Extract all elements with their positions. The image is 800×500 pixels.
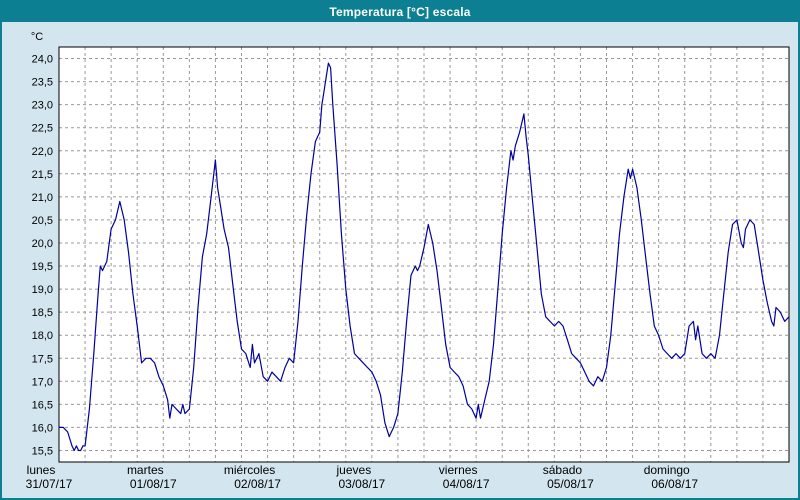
y-tick-label: 20,0 [32, 238, 53, 250]
y-tick-label: 17,5 [32, 353, 53, 365]
y-axis-unit-label: °C [31, 31, 43, 43]
x-day-date-label: 01/08/17 [130, 477, 177, 491]
y-tick-label: 22,0 [32, 146, 53, 158]
y-tick-label: 22,5 [32, 123, 53, 135]
x-day-name-label: martes [127, 463, 164, 477]
x-day-date-label: 05/08/17 [547, 477, 594, 491]
x-day-date-label: 31/07/17 [26, 477, 73, 491]
y-tick-label: 19,0 [32, 284, 53, 296]
x-day-name-label: viernes [439, 463, 478, 477]
y-tick-label: 21,5 [32, 169, 53, 181]
x-day-date-label: 03/08/17 [338, 477, 385, 491]
y-tick-label: 16,0 [32, 422, 53, 434]
x-day-date-label: 06/08/17 [651, 477, 698, 491]
y-tick-label: 23,0 [32, 100, 53, 112]
y-tick-label: 19,5 [32, 261, 53, 273]
x-day-name-label: domingo [644, 463, 690, 477]
x-day-name-label: sábado [543, 463, 583, 477]
y-tick-label: 18,5 [32, 307, 53, 319]
x-day-name-label: lunes [27, 463, 56, 477]
y-tick-label: 17,0 [32, 376, 53, 388]
window-titlebar: Temperatura [°C] escala [2, 2, 798, 22]
x-day-date-label: 04/08/17 [443, 477, 490, 491]
y-tick-label: 21,0 [32, 192, 53, 204]
x-day-date-label: 02/08/17 [234, 477, 281, 491]
temperature-chart: 15,5 16,0 16,5 17,0 17,5 18,0 18,5 19,0 19,5 20,0… [26, 31, 790, 491]
plot-border [58, 46, 790, 463]
plot-area [59, 47, 789, 462]
x-day-name-label: jueves [336, 463, 372, 477]
y-tick-label: 24,0 [32, 54, 53, 66]
y-tick-label: 16,5 [32, 399, 53, 411]
temperature-series-line [58, 62, 790, 452]
y-tick-label: 20,5 [32, 215, 53, 227]
y-tick-label: 15,5 [32, 445, 53, 457]
y-tick-label: 18,0 [32, 330, 53, 342]
x-day-name-label: miércoles [224, 463, 275, 477]
page-title: Temperatura [°C] escala [329, 5, 471, 19]
y-tick-label: 23,5 [32, 77, 53, 89]
